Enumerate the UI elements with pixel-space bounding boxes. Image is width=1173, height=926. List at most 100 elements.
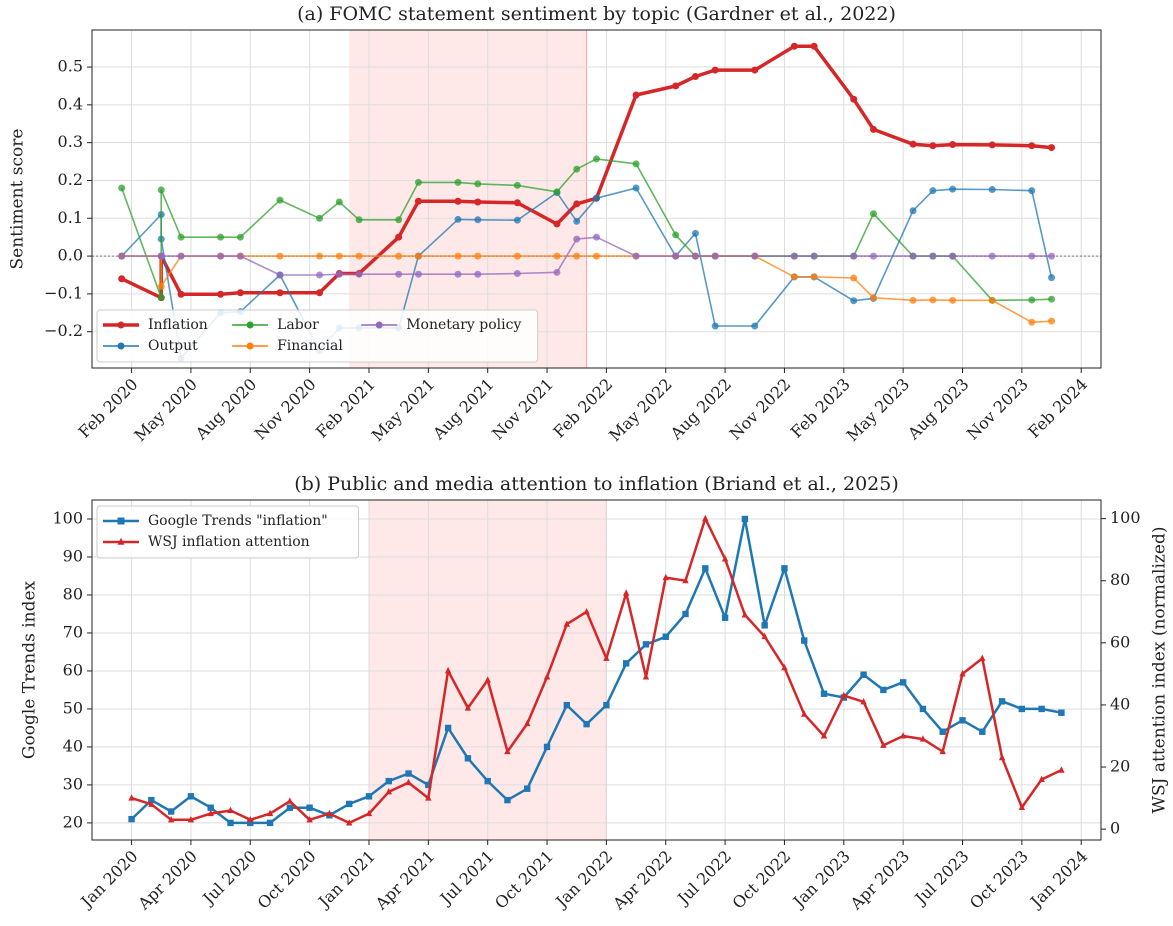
marker	[979, 654, 986, 661]
marker	[385, 788, 392, 795]
series-line	[130, 517, 1062, 825]
marker	[929, 296, 937, 304]
marker	[603, 654, 610, 661]
y-tick-label: 0.1	[58, 208, 83, 227]
y2-axis-label: WSJ attention index (normalized)	[1150, 527, 1170, 814]
marker	[167, 815, 175, 823]
legend-label: WSJ inflation attention	[148, 534, 310, 550]
marker	[316, 289, 324, 297]
x-tick-label: Apr 2021	[371, 847, 438, 914]
plot-area	[92, 500, 1101, 840]
marker	[869, 125, 877, 133]
x-tick-label: Aug 2020	[191, 375, 260, 444]
marker	[672, 231, 680, 239]
marker	[662, 573, 669, 581]
x-tick-label: May 2020	[130, 375, 201, 446]
marker	[128, 815, 135, 823]
marker	[840, 691, 848, 699]
marker	[316, 271, 324, 279]
marker	[959, 670, 966, 677]
marker	[454, 215, 462, 223]
x-tick-label: Nov 2022	[726, 375, 795, 444]
marker	[761, 632, 768, 640]
marker	[593, 233, 600, 241]
marker	[157, 186, 165, 194]
marker	[217, 290, 225, 298]
marker	[672, 252, 680, 260]
y-tick-label: 90	[63, 546, 83, 565]
marker	[227, 819, 234, 827]
marker	[1028, 142, 1036, 150]
marker	[909, 140, 917, 148]
x-tick-label: Jul 2023	[910, 847, 973, 910]
marker	[672, 82, 680, 90]
marker	[266, 809, 274, 817]
marker	[524, 719, 531, 727]
marker	[573, 252, 581, 260]
marker	[355, 216, 363, 224]
y-tick-label: 40	[63, 736, 83, 755]
marker	[326, 809, 333, 817]
marker	[1018, 803, 1026, 810]
marker	[513, 181, 521, 189]
y-tick-label: 80	[63, 584, 83, 603]
marker	[691, 73, 699, 81]
y2-tick-label: 80	[1110, 570, 1130, 589]
y-tick-label: 0.4	[58, 94, 83, 113]
marker	[1028, 252, 1036, 260]
marker	[711, 66, 719, 74]
marker	[207, 804, 214, 811]
marker	[207, 809, 214, 817]
x-tick-label: Jan 2021	[313, 847, 379, 913]
marker	[741, 515, 749, 523]
x-tick-label: Apr 2023	[846, 847, 913, 914]
marker	[790, 273, 798, 281]
marker	[860, 697, 867, 705]
marker	[810, 273, 818, 281]
marker	[464, 755, 472, 762]
x-tick-label: May 2023	[843, 375, 914, 446]
marker	[395, 233, 403, 241]
marker	[850, 95, 858, 103]
marker	[276, 271, 284, 279]
marker	[167, 808, 175, 815]
marker	[909, 207, 917, 215]
marker	[642, 641, 650, 648]
marker	[711, 252, 719, 260]
marker	[721, 555, 729, 562]
marker	[632, 184, 640, 192]
marker	[909, 296, 917, 304]
marker	[444, 724, 452, 732]
marker	[899, 679, 907, 686]
marker	[820, 732, 828, 739]
marker	[1028, 187, 1036, 195]
marker	[118, 184, 126, 192]
y-tick-label: 0.2	[58, 170, 83, 189]
marker	[949, 252, 957, 260]
y-tick-label: 0.3	[58, 132, 83, 151]
legend-label: Monetary policy	[406, 317, 521, 333]
marker	[177, 290, 185, 298]
marker	[484, 777, 491, 785]
marker	[810, 42, 818, 50]
marker	[899, 732, 907, 739]
marker	[474, 270, 482, 278]
marker	[988, 186, 996, 194]
marker	[781, 663, 788, 671]
marker	[316, 252, 324, 260]
marker	[247, 815, 254, 823]
series-line	[131, 517, 1062, 825]
marker	[187, 815, 195, 823]
legend-marker	[117, 517, 125, 525]
y2-tick-label: 0	[1110, 819, 1120, 838]
y-tick-label: 70	[63, 622, 83, 641]
marker	[316, 214, 324, 222]
marker	[691, 252, 699, 260]
chart-title: (b) Public and media attention to inflat…	[294, 473, 899, 495]
marker	[365, 809, 373, 817]
marker	[395, 252, 403, 260]
marker	[573, 200, 581, 208]
marker	[444, 666, 452, 674]
marker	[583, 607, 590, 615]
marker	[573, 235, 581, 243]
